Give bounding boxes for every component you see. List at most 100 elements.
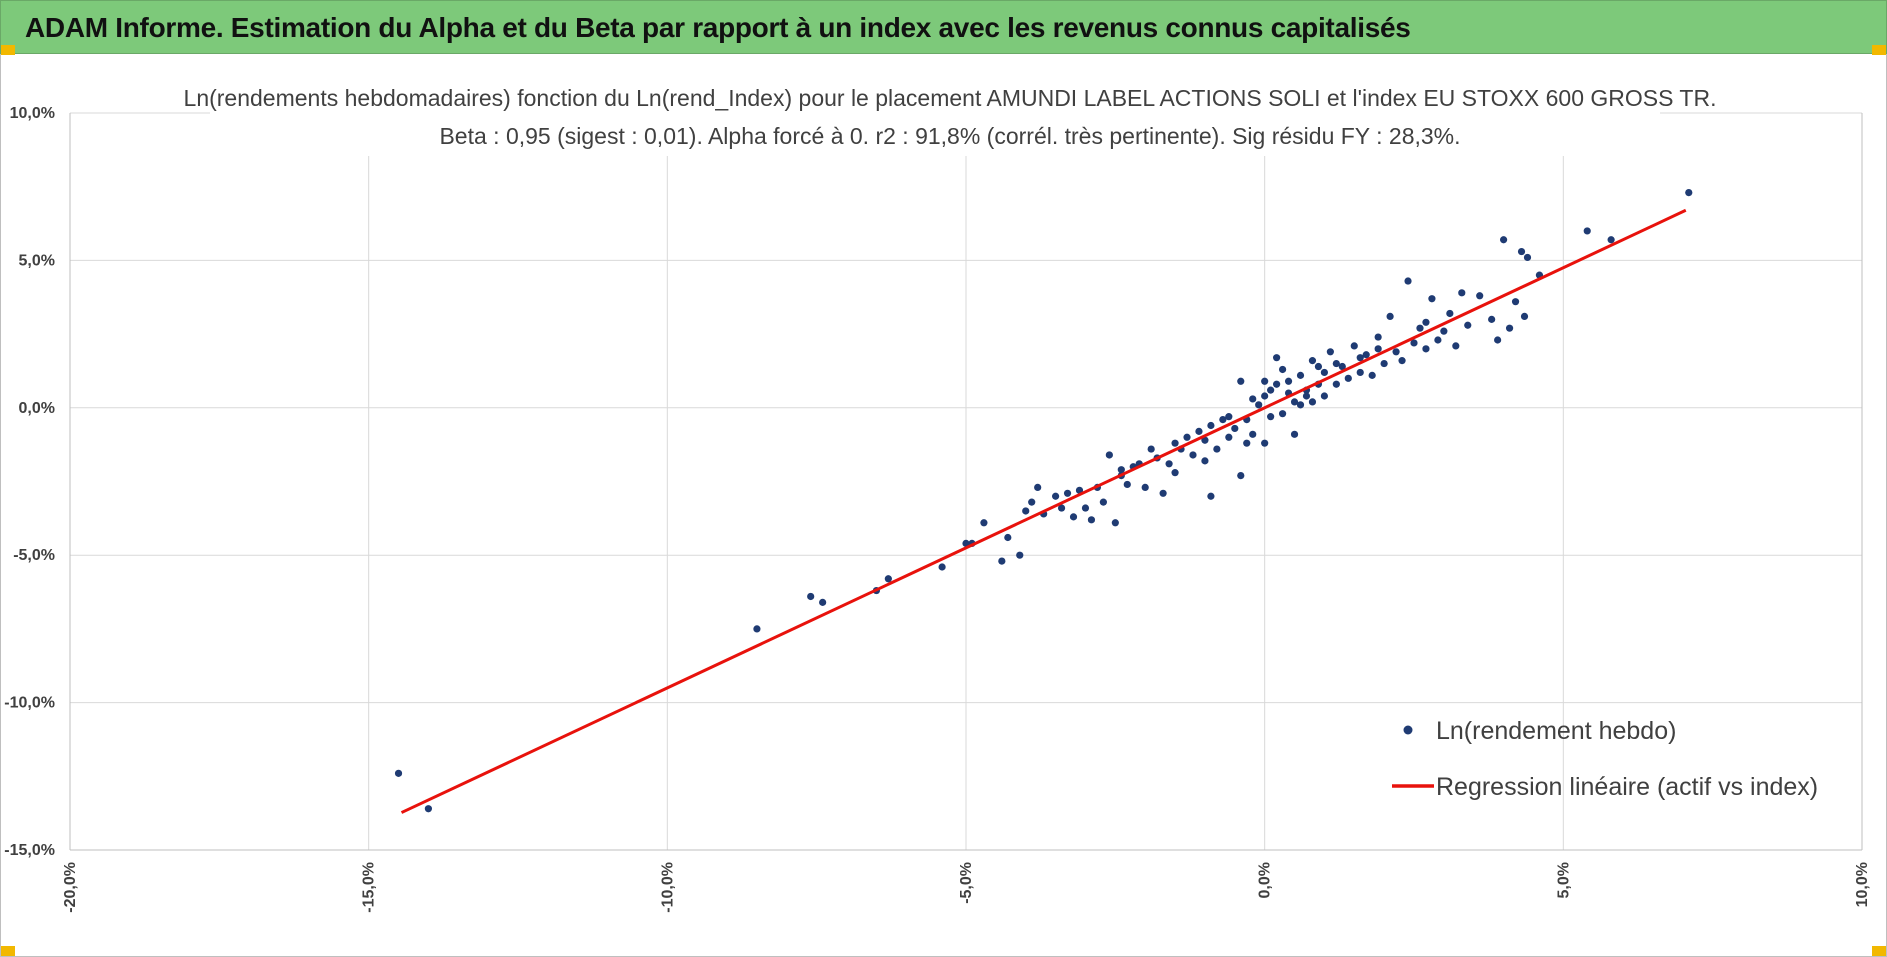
- data-point: [1278, 410, 1287, 418]
- data-point: [424, 805, 432, 813]
- data-point: [1488, 315, 1496, 323]
- data-point: [1099, 498, 1107, 506]
- data-point: [1249, 430, 1257, 438]
- data-point: [1284, 377, 1293, 385]
- title-background: [210, 78, 1660, 156]
- data-point: [1087, 516, 1096, 524]
- data-point: [1189, 451, 1197, 459]
- data-point: [1183, 433, 1191, 441]
- data-point: [1225, 433, 1233, 441]
- banner-corner-marker-right: [1872, 45, 1886, 55]
- data-point: [1028, 498, 1036, 506]
- data-point: [1057, 504, 1066, 512]
- x-tick-label: -20,0%: [62, 862, 79, 913]
- data-point: [1520, 312, 1529, 321]
- data-point: [1207, 421, 1215, 430]
- data-point: [1505, 324, 1514, 332]
- data-point: [1320, 368, 1328, 377]
- data-point: [1123, 480, 1131, 489]
- data-point: [1296, 371, 1305, 379]
- data-point: [1374, 345, 1382, 353]
- data-point: [1219, 415, 1227, 424]
- data-point: [980, 519, 988, 527]
- data-point: [1201, 457, 1209, 465]
- data-point: [1016, 551, 1024, 559]
- x-tick-label: -5,0%: [958, 862, 975, 904]
- data-point: [1290, 398, 1299, 406]
- data-point: [1159, 489, 1167, 497]
- data-point: [1273, 354, 1281, 362]
- data-point: [1225, 413, 1233, 421]
- data-point: [1356, 368, 1364, 377]
- y-tick-label: 10,0%: [10, 105, 55, 122]
- data-point: [1052, 492, 1060, 500]
- data-point: [1500, 236, 1508, 244]
- data-point: [1458, 289, 1466, 297]
- data-point: [1237, 472, 1245, 480]
- axis-tick-labels: -15,0% -10,0% -5,0% 0,0% 5,0% 10,0% -20,0% -15,…: [4, 105, 1871, 913]
- chart-title: Ln(rendements hebdomadaires) fonction du…: [184, 85, 1717, 111]
- data-point: [1338, 362, 1346, 371]
- data-point: [1410, 339, 1418, 347]
- data-point: [394, 769, 403, 777]
- y-tick-label: -15,0%: [4, 842, 55, 859]
- data-point: [1380, 359, 1388, 368]
- y-tick-label: 0,0%: [19, 400, 55, 417]
- data-point: [1147, 445, 1155, 453]
- data-point: [1237, 377, 1245, 385]
- data-point: [1165, 460, 1173, 468]
- x-tick-label: -15,0%: [361, 862, 378, 913]
- data-point: [1111, 519, 1119, 527]
- chart-corner-marker-bottom-right: [1872, 946, 1886, 956]
- data-point: [1416, 324, 1424, 332]
- data-point: [1494, 336, 1502, 344]
- x-tick-label: 10,0%: [1854, 862, 1871, 907]
- data-point: [1356, 354, 1364, 362]
- data-point: [1141, 483, 1149, 491]
- data-point: [753, 625, 761, 633]
- data-point: [1261, 377, 1269, 385]
- data-point: [1308, 398, 1317, 406]
- data-point: [1231, 424, 1239, 433]
- data-point: [1255, 401, 1263, 409]
- data-point: [1207, 492, 1215, 500]
- regression-line-layer: [400, 208, 1687, 814]
- regression-line: [400, 208, 1687, 814]
- data-point: [998, 557, 1006, 565]
- data-point: [1511, 298, 1520, 306]
- legend-label-line: Regression linéaire (actif vs index): [1436, 773, 1818, 801]
- data-point: [1476, 292, 1484, 300]
- data-point: [1332, 380, 1340, 388]
- data-point: [1290, 430, 1299, 438]
- data-point: [1004, 533, 1012, 542]
- data-point: [1685, 188, 1693, 197]
- scatter-points: [394, 188, 1693, 813]
- data-point: [1302, 392, 1311, 400]
- data-point: [1201, 436, 1209, 444]
- data-point: [1117, 466, 1125, 474]
- data-point: [819, 598, 827, 606]
- legend-label-scatter: Ln(rendement hebdo): [1436, 717, 1676, 745]
- data-point: [1350, 342, 1358, 350]
- chart-corner-marker-bottom-left: [1, 946, 15, 956]
- y-tick-label: -5,0%: [13, 547, 55, 564]
- banner-corner-marker-left: [1, 45, 15, 55]
- data-point: [884, 575, 892, 583]
- data-point: [807, 592, 815, 601]
- data-point: [1261, 439, 1269, 447]
- data-point: [1105, 451, 1113, 459]
- data-point: [1332, 359, 1340, 368]
- data-point: [1308, 357, 1317, 365]
- data-point: [1404, 277, 1412, 285]
- data-point: [1422, 318, 1430, 326]
- x-tick-label: -10,0%: [659, 862, 676, 913]
- x-tick-label: 5,0%: [1555, 862, 1572, 898]
- data-point: [1273, 380, 1281, 388]
- data-point: [1326, 348, 1334, 356]
- x-tick-label: 0,0%: [1257, 862, 1274, 898]
- data-point: [1022, 507, 1030, 515]
- data-point: [1261, 392, 1269, 400]
- gridlines: [69, 112, 1863, 851]
- data-point: [1320, 392, 1328, 400]
